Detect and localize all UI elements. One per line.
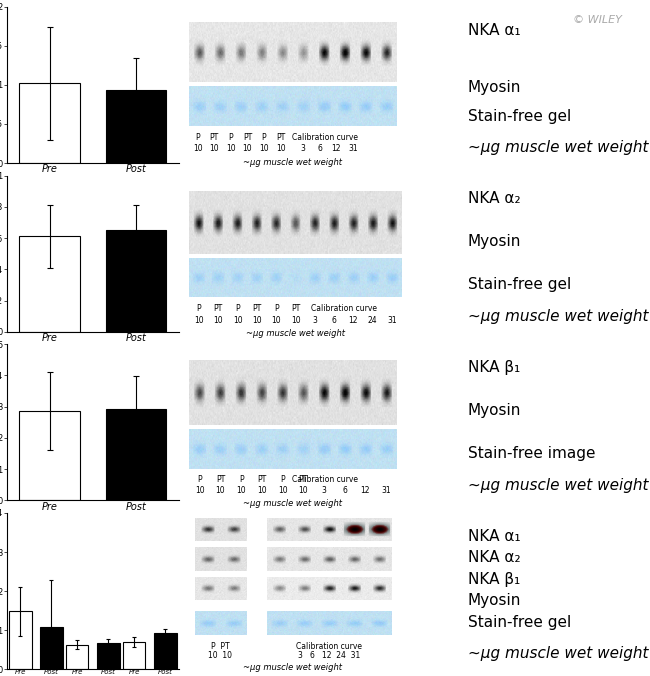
Bar bbox=[20, 83, 80, 163]
Text: 10: 10 bbox=[226, 144, 235, 153]
Text: P  PT: P PT bbox=[211, 642, 229, 651]
Text: 3: 3 bbox=[301, 144, 305, 153]
Bar bbox=[66, 645, 88, 669]
Text: 6: 6 bbox=[317, 144, 322, 153]
Bar bbox=[123, 642, 146, 669]
Text: © WILEY: © WILEY bbox=[573, 15, 621, 24]
Text: PT: PT bbox=[291, 304, 300, 312]
Bar bbox=[106, 409, 166, 500]
Text: P: P bbox=[280, 475, 285, 484]
Bar bbox=[154, 633, 177, 669]
Text: P: P bbox=[235, 304, 240, 312]
Text: P: P bbox=[274, 304, 279, 312]
Text: ~μg muscle wet weight: ~μg muscle wet weight bbox=[468, 646, 648, 661]
Text: Myosin: Myosin bbox=[468, 594, 521, 608]
Text: 6: 6 bbox=[343, 487, 347, 496]
Text: ~μg muscle wet weight: ~μg muscle wet weight bbox=[468, 478, 648, 493]
Text: Calibration curve: Calibration curve bbox=[292, 132, 358, 141]
Text: 10: 10 bbox=[298, 487, 308, 496]
Text: 10: 10 bbox=[209, 144, 219, 153]
Text: Myosin: Myosin bbox=[468, 403, 521, 418]
Bar bbox=[40, 627, 62, 669]
Text: 10  10: 10 10 bbox=[209, 651, 233, 660]
Text: 3: 3 bbox=[322, 487, 326, 496]
Text: Stain-free gel: Stain-free gel bbox=[468, 615, 571, 630]
Bar bbox=[20, 237, 80, 332]
Text: NKA α₁: NKA α₁ bbox=[468, 23, 521, 38]
Text: 10: 10 bbox=[259, 144, 268, 153]
Text: 12: 12 bbox=[361, 487, 370, 496]
Text: 31: 31 bbox=[382, 487, 391, 496]
Text: 6: 6 bbox=[332, 316, 337, 325]
Text: PT: PT bbox=[209, 132, 219, 141]
Text: NKA β₁: NKA β₁ bbox=[468, 360, 520, 375]
Text: 3   6   12  24  31: 3 6 12 24 31 bbox=[298, 651, 360, 660]
Text: 10: 10 bbox=[272, 316, 281, 325]
Text: 10: 10 bbox=[193, 144, 203, 153]
Text: P: P bbox=[198, 475, 202, 484]
Text: P: P bbox=[262, 132, 266, 141]
Text: ~μg muscle wet weight: ~μg muscle wet weight bbox=[244, 499, 343, 508]
Text: 31: 31 bbox=[387, 316, 397, 325]
Bar bbox=[106, 91, 166, 163]
Text: 10: 10 bbox=[276, 144, 285, 153]
Text: NKA α₁: NKA α₁ bbox=[468, 529, 521, 544]
Text: 10: 10 bbox=[252, 316, 262, 325]
Text: ~μg muscle wet weight: ~μg muscle wet weight bbox=[468, 309, 648, 324]
Text: PT: PT bbox=[299, 475, 308, 484]
Text: 10: 10 bbox=[242, 144, 252, 153]
Text: 10: 10 bbox=[291, 316, 300, 325]
Text: Stain-free gel: Stain-free gel bbox=[468, 277, 571, 293]
Text: PT: PT bbox=[214, 304, 223, 312]
Text: NKA β₁: NKA β₁ bbox=[468, 572, 520, 587]
Bar bbox=[20, 412, 80, 500]
Text: 10: 10 bbox=[216, 487, 226, 496]
Text: PT: PT bbox=[276, 132, 285, 141]
Text: 10: 10 bbox=[257, 487, 266, 496]
Text: 10: 10 bbox=[195, 487, 205, 496]
Text: 12: 12 bbox=[332, 144, 341, 153]
Text: ~μg muscle wet weight: ~μg muscle wet weight bbox=[246, 329, 345, 337]
Text: 31: 31 bbox=[348, 144, 358, 153]
Text: ~μg muscle wet weight: ~μg muscle wet weight bbox=[468, 140, 648, 155]
Text: 3: 3 bbox=[313, 316, 317, 325]
Text: Calibration curve: Calibration curve bbox=[296, 642, 362, 651]
Text: Stain-free gel: Stain-free gel bbox=[468, 109, 571, 124]
Text: P: P bbox=[196, 132, 200, 141]
Text: ~μg muscle wet weight: ~μg muscle wet weight bbox=[244, 158, 343, 168]
Text: 10: 10 bbox=[213, 316, 223, 325]
Text: PT: PT bbox=[252, 304, 261, 312]
Text: 10: 10 bbox=[278, 487, 287, 496]
Bar bbox=[9, 611, 32, 669]
Text: 12: 12 bbox=[348, 316, 358, 325]
Text: PT: PT bbox=[216, 475, 225, 484]
Text: Calibration curve: Calibration curve bbox=[311, 304, 378, 312]
Text: NKA α₂: NKA α₂ bbox=[468, 550, 521, 565]
Text: PT: PT bbox=[257, 475, 266, 484]
Text: 24: 24 bbox=[368, 316, 378, 325]
Text: P: P bbox=[197, 304, 202, 312]
Text: Myosin: Myosin bbox=[468, 235, 521, 249]
Text: Stain-free image: Stain-free image bbox=[468, 446, 595, 461]
Bar bbox=[97, 643, 120, 669]
Bar bbox=[106, 231, 166, 332]
Text: PT: PT bbox=[242, 132, 252, 141]
Text: 10: 10 bbox=[237, 487, 246, 496]
Text: P: P bbox=[239, 475, 244, 484]
Text: NKA α₂: NKA α₂ bbox=[468, 191, 521, 206]
Text: P: P bbox=[229, 132, 233, 141]
Text: ~μg muscle wet weight: ~μg muscle wet weight bbox=[244, 663, 343, 672]
Text: Calibration curve: Calibration curve bbox=[292, 475, 358, 484]
Text: 10: 10 bbox=[233, 316, 242, 325]
Text: Myosin: Myosin bbox=[468, 80, 521, 95]
Text: 10: 10 bbox=[194, 316, 204, 325]
